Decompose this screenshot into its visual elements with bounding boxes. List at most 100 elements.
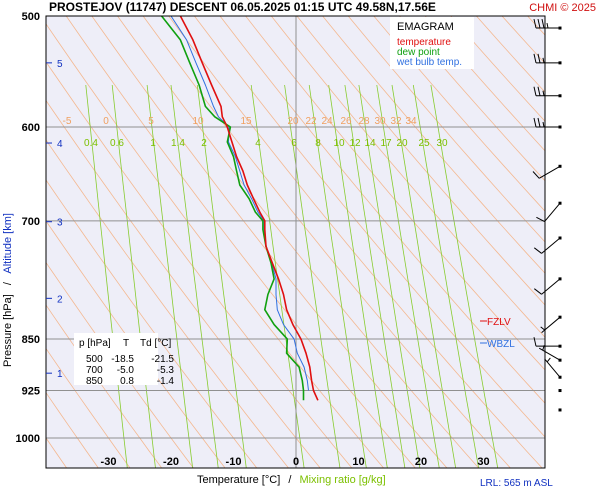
y-axis-altitude-label: Altitude [km] <box>2 213 14 274</box>
wind-barb <box>533 53 562 65</box>
dry-adiabat-line <box>245 16 545 371</box>
wind-barb <box>532 164 562 179</box>
wind-barb <box>533 86 562 98</box>
dry-adiabat-line <box>168 16 543 468</box>
mixing-ratio-label: 1 <box>150 138 156 149</box>
wind-barb <box>533 236 562 254</box>
pressure-tick-label: 600 <box>22 122 40 134</box>
x-axis-temperature-label: Temperature [°C] <box>197 474 280 486</box>
wind-barb <box>533 337 562 348</box>
table-row-3-p: 850 <box>86 376 103 387</box>
fzlv-label: FZLV <box>487 317 511 328</box>
wind-barb <box>533 18 562 30</box>
dry-adiabat-line <box>475 16 545 93</box>
dry-adiabat-line <box>219 16 545 404</box>
chart-title: PROSTEJOV (11747) DESCENT 06.05.2025 01:… <box>49 0 436 14</box>
mixing-ratio-line <box>170 84 219 468</box>
temperature-tick-label: -30 <box>101 456 117 468</box>
table-header-td: Td [°C] <box>140 338 171 349</box>
wind-barbs <box>532 18 562 412</box>
theta-label: 34 <box>405 116 417 127</box>
table-header-p: p [hPa] <box>79 338 111 349</box>
theta-label: 22 <box>305 116 317 127</box>
wind-barb <box>538 345 562 362</box>
mixing-ratio-label: 10 <box>333 138 345 149</box>
mixing-ratio-line <box>376 84 440 468</box>
altitude-tick-label: 5 <box>57 59 63 70</box>
mixing-ratio-line <box>111 84 156 468</box>
dry-adiabat-line <box>65 16 416 468</box>
pressure-tick-label: 1000 <box>16 433 40 445</box>
temperature-tick-label: 20 <box>415 456 427 468</box>
mixing-ratio-label: 14 <box>364 138 376 149</box>
mixing-ratio-label: 1.4 <box>171 138 185 149</box>
mixing-ratio-label: 17 <box>380 138 392 149</box>
dry-adiabat-line <box>46 220 226 468</box>
table-row-3-td: -1.4 <box>157 376 175 387</box>
wind-barb <box>536 201 562 223</box>
wind-barb <box>533 277 562 295</box>
theta-label: 24 <box>321 116 333 127</box>
dry-adiabat-line <box>46 99 321 468</box>
dry-adiabat-line <box>193 16 545 438</box>
temperature-tick-label: -20 <box>163 456 179 468</box>
series-line-dew-point <box>160 16 305 401</box>
y-axis-pressure-label: Pressure [hPa] <box>2 294 14 367</box>
theta-label: 10 <box>192 116 204 127</box>
wbzl-label: WBZL <box>487 339 515 350</box>
altitude-tick-label: 3 <box>57 218 63 229</box>
mixing-ratio-line <box>412 84 480 468</box>
dry-adiabat-line <box>270 16 545 338</box>
table-row-1-td: -21.5 <box>151 354 174 365</box>
series-line-temperature <box>179 16 319 401</box>
theta-label: 20 <box>287 116 299 127</box>
dry-adiabat-line <box>91 16 448 468</box>
mixing-ratio-label: 0.6 <box>110 138 124 149</box>
mixing-ratio-label: 30 <box>436 138 448 149</box>
x-axis-mixing-ratio-label: Mixing ratio [g/kg] <box>299 474 385 486</box>
dry-adiabat-line <box>117 16 480 468</box>
mixing-ratio-label: 2 <box>201 138 207 149</box>
theta-label: 28 <box>358 116 370 127</box>
mixing-ratio-label: 20 <box>396 138 408 149</box>
legend-dew-point: dew point <box>397 47 440 58</box>
table-row-3-t: 0.8 <box>120 376 134 387</box>
temperature-tick-label: 10 <box>352 456 364 468</box>
theta-label: 32 <box>390 116 402 127</box>
wind-barb <box>533 117 562 129</box>
dry-adiabat-line <box>296 16 545 306</box>
altitude-tick-label: 2 <box>57 294 63 305</box>
table-row-2-t: -5.0 <box>117 365 135 376</box>
theta-label: 5 <box>148 116 154 127</box>
mixing-ratio-line <box>391 84 457 468</box>
dry-adiabat-line <box>46 139 290 468</box>
temperature-tick-label: 30 <box>477 456 489 468</box>
table-header-t: T <box>123 338 129 349</box>
theta-label: -5 <box>63 116 72 127</box>
theta-label: 0 <box>103 116 109 127</box>
fzlv-marker: FZLV <box>480 317 511 328</box>
wind-barb <box>558 408 562 412</box>
mixing-ratio-line <box>196 84 247 468</box>
dry-adiabat-line <box>46 392 99 468</box>
dry-adiabat-line <box>322 16 545 274</box>
dry-adiabat-line <box>46 347 131 468</box>
mixing-ratio-line <box>308 84 367 468</box>
y-axis-title: Pressure [hPa] / Altitude [km] <box>2 213 14 367</box>
table-row-1-p: 500 <box>86 354 103 365</box>
x-axis-separator: / <box>288 474 292 486</box>
series-line-wet-bulb-temp- <box>170 16 309 391</box>
data-table: p [hPa] T Td [°C] 500 -18.5 -21.5 700 -5… <box>74 333 174 387</box>
mixing-ratio-line <box>85 84 128 468</box>
mixing-ratio-line <box>250 84 305 468</box>
lrl-label: LRL: 565 m ASL <box>480 478 553 489</box>
y-axis-separator: / <box>2 281 14 285</box>
mixing-ratio-label: 0.4 <box>84 138 98 149</box>
mixing-ratio-label: 4 <box>255 138 261 149</box>
mixing-ratio-line <box>358 84 421 468</box>
theta-label: 26 <box>340 116 352 127</box>
wbzl-marker: WBZL <box>480 339 515 350</box>
mixing-ratio-line <box>344 84 406 468</box>
dry-adiabat-line <box>46 179 258 468</box>
